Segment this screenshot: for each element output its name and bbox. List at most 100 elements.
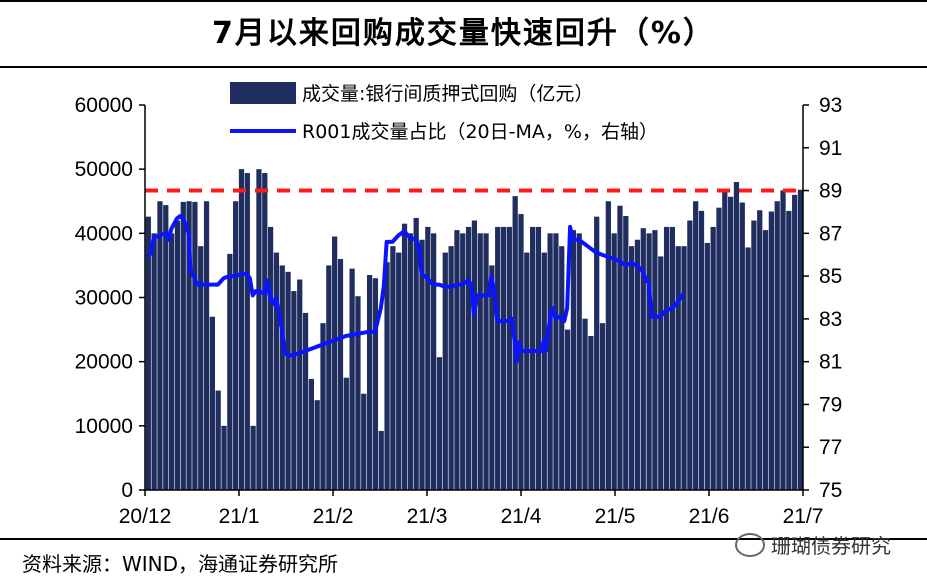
bar [209,316,215,490]
right-tick-label: 87 [819,222,842,245]
bar [308,378,314,490]
bar [390,246,396,490]
bar [442,252,448,490]
bar [279,265,285,490]
bar [483,233,489,490]
bar [786,210,792,491]
bottom-rule [0,538,927,540]
bar [780,190,786,490]
bar [221,425,227,490]
bar [535,226,542,491]
bar [366,275,373,490]
bar [215,390,221,490]
bar [530,226,536,491]
bar [314,400,320,490]
bar [297,279,303,490]
right-tick-label: 75 [819,479,842,502]
bar [273,252,280,490]
left-tick-label: 0 [121,479,133,502]
watermark: 珊瑚债券研究 [735,530,891,559]
bar [407,233,413,490]
bar [302,312,309,490]
bar [640,228,646,490]
bar [693,201,699,490]
x-tick-label: 21/6 [689,505,730,528]
watermark-text: 珊瑚债券研究 [771,534,891,558]
bar [576,233,582,490]
bar [419,239,425,490]
bar [739,202,745,490]
bar [267,226,274,491]
bar [401,223,408,490]
right-tick-label: 85 [819,265,842,288]
bar [652,230,658,491]
right-tick-label: 91 [819,137,842,160]
bar [256,169,262,491]
bar [157,201,163,490]
bar [489,265,495,490]
bar [757,210,763,491]
source-note: 资料来源：WIND，海通证券研究所 [22,552,339,576]
bar [634,239,641,490]
bar [343,377,349,490]
bar [192,201,198,490]
legend-bar-swatch [230,82,296,104]
bar [151,233,157,490]
bar [768,211,774,490]
bar [384,262,390,490]
bar [774,201,780,490]
bar [710,226,716,491]
wechat-icon [735,532,765,557]
bar [477,233,483,490]
left-tick-label: 30000 [75,287,133,310]
bar [285,271,291,490]
bar [716,207,722,491]
x-tick-label: 20/12 [119,505,172,528]
bar [326,265,332,490]
bar [663,226,670,491]
bar [681,246,687,490]
bar [564,329,571,490]
bar [291,291,297,490]
left-tick-label: 10000 [75,415,133,438]
bar [704,242,710,490]
bar [722,192,728,490]
bar [244,173,250,490]
chart-title: 7月以来回购成交量快速回升（%） [212,16,715,51]
bar [465,226,472,491]
bar [559,246,565,490]
right-tick-label: 89 [819,180,842,203]
bar [396,252,402,490]
x-tick-label: 21/1 [219,505,260,528]
r001-share-line [146,214,686,364]
bar [745,247,751,490]
bar [733,182,740,490]
bar [797,189,804,490]
left-tick-label: 60000 [75,94,133,117]
x-tick-label: 21/5 [595,505,636,528]
bar [180,201,186,490]
bar [262,173,268,490]
bar [792,194,798,490]
bar [687,220,693,490]
left-tick-label: 20000 [75,351,133,374]
bar [174,220,181,490]
bar [163,205,169,490]
bar [623,216,629,490]
right-tick-label: 83 [819,308,842,331]
bar [588,336,594,490]
bar [675,246,681,490]
bar [413,217,419,490]
bar [355,296,361,490]
x-tick-label: 21/7 [783,505,824,528]
bar [582,318,588,490]
right-tick-label: 81 [819,351,842,374]
bar-series [145,169,804,491]
bar [227,253,233,490]
bar [448,246,454,490]
bar [605,201,611,490]
bar [320,323,326,490]
bar [594,216,600,490]
bar [646,233,652,490]
